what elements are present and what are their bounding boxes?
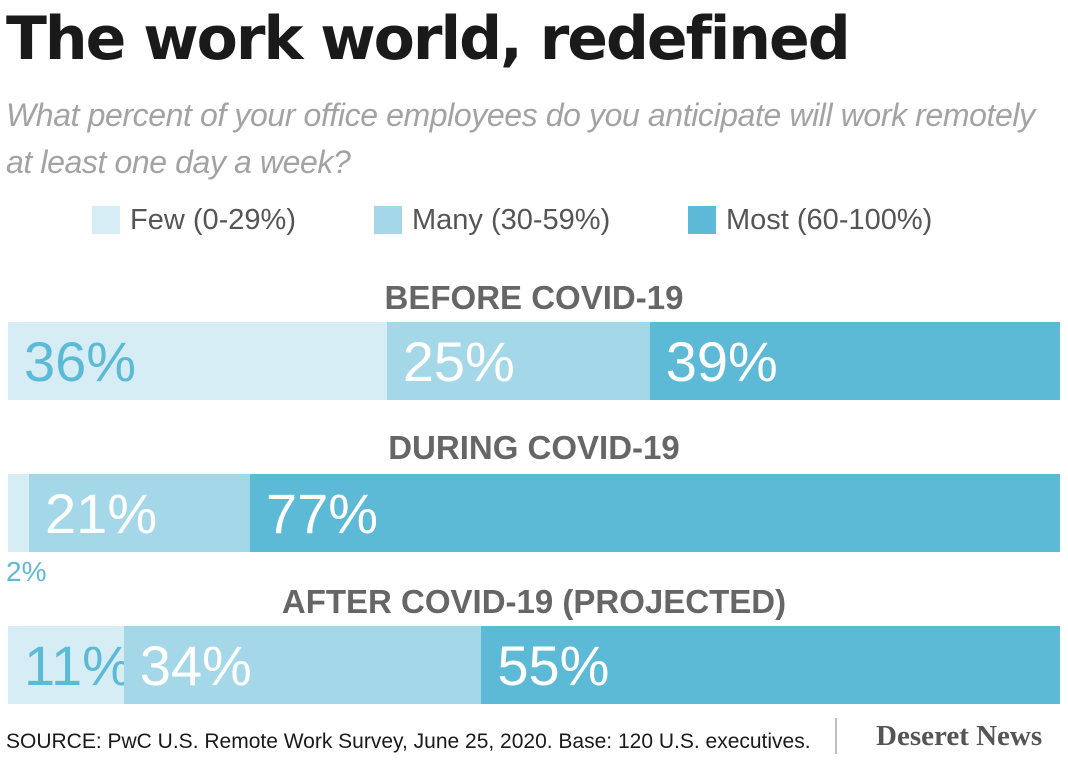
bar-during-most: 77% — [249, 474, 1060, 552]
legend-swatch-many — [374, 206, 402, 234]
legend-item-few: Few (0-29%) — [92, 198, 296, 242]
bar-during-many-label: 21% — [45, 482, 158, 545]
period-label-after: AFTER COVID-19 (PROJECTED) — [281, 583, 787, 620]
period-label-during: DURING COVID-19 — [388, 429, 680, 466]
legend: Few (0-29%) Many (30-59%) Most (60-100%) — [0, 198, 1068, 242]
legend-item-most: Most (60-100%) — [688, 198, 932, 242]
bar-before-few: 36% — [8, 322, 387, 400]
bar-before-many: 25% — [386, 322, 650, 400]
bar-after-most-label: 55% — [497, 634, 610, 697]
source-note: SOURCE: PwC U.S. Remote Work Survey, Jun… — [6, 730, 811, 753]
period-label-before: BEFORE COVID-19 — [384, 279, 684, 316]
legend-item-many: Many (30-59%) — [374, 198, 610, 242]
bar-after-most: 55% — [481, 626, 1060, 704]
bar-during: 21% 77% — [8, 474, 1060, 552]
bar-after: 11% 34% 55% — [8, 626, 1060, 704]
bar-after-many-label: 34% — [139, 634, 252, 697]
bar-before: 36% 25% 39% — [8, 322, 1060, 400]
bar-before-most-label: 39% — [665, 330, 778, 393]
bar-during-many: 21% — [29, 474, 250, 552]
chart-title: The work world, redefined — [6, 4, 851, 74]
legend-swatch-few — [92, 206, 120, 234]
bar-after-many: 34% — [123, 626, 482, 704]
bar-after-few-label: 11% — [24, 634, 132, 697]
chart-subtitle: What percent of your office employees do… — [6, 97, 1035, 180]
bar-before-most: 39% — [649, 322, 1060, 400]
legend-label-many: Many (30-59%) — [412, 203, 611, 236]
bar-after-few: 11% — [8, 626, 132, 704]
bar-during-most-label: 77% — [265, 482, 379, 545]
footer-divider — [835, 718, 837, 754]
bar-during-few — [8, 474, 30, 552]
legend-swatch-most — [688, 206, 716, 234]
publisher-logo: Deseret News — [876, 720, 1043, 752]
legend-label-most: Most (60-100%) — [726, 203, 933, 236]
legend-label-few: Few (0-29%) — [130, 203, 296, 236]
bar-before-many-label: 25% — [402, 330, 515, 393]
bar-before-few-label: 36% — [24, 330, 137, 393]
bar-during-few-label: 2% — [6, 556, 47, 587]
